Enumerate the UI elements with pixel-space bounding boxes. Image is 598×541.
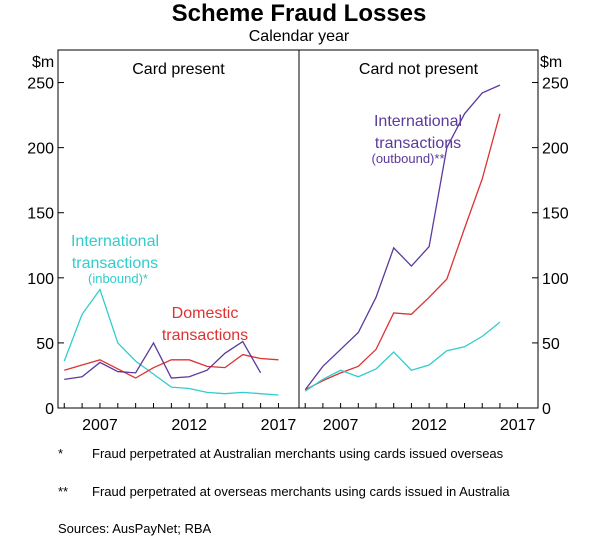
panel-title-1: Card not present [359,61,479,78]
x-tick-label: 2007 [82,417,118,434]
label-international-inbound-2: transactions [72,255,158,272]
series-line-p1-s0 [304,84,501,391]
label-international-outbound-1: International [374,113,462,130]
y-tick-label-right: 250 [542,76,569,93]
y-tick-label-right: 0 [542,401,551,418]
series-line-p0-s1 [64,353,279,379]
y-tick-label-left: 150 [27,206,54,223]
y-tick-label-left: 100 [27,271,54,288]
y-tick-label-right: 200 [542,141,569,158]
footnote-2-text: Fraud perpetrated at overseas merchants … [92,484,510,499]
series-line-p1-s1 [304,113,501,391]
series-line-p0-s2 [64,340,262,381]
y-tick-label-right: 100 [542,271,569,288]
x-tick-label: 2012 [171,417,207,434]
y-unit-left: $m [32,54,54,71]
y-tick-label-right: 50 [542,336,560,353]
footnote-1-mark: * [58,446,64,461]
footnote-2-mark: ** [58,484,69,499]
label-domestic-2: transactions [162,327,248,344]
y-unit-right: $m [540,54,562,71]
panel-title-0: Card present [132,61,225,78]
label-international-outbound-2: transactions [375,135,461,152]
label-international-inbound-1: International [71,233,159,250]
y-tick-label-left: 200 [27,141,54,158]
chart-subtitle: Calendar year [248,28,350,45]
label-international-outbound-3: (outbound)** [372,151,445,166]
chart-title: Scheme Fraud Losses [171,0,427,27]
x-tick-label: 2017 [261,417,297,434]
label-international-inbound-3: (inbound)* [88,271,148,286]
y-tick-label-left: 50 [36,336,54,353]
y-tick-label-left: 250 [27,76,54,93]
label-domestic-1: Domestic [172,305,239,322]
y-tick-label-left: 0 [45,401,54,418]
footnote-1-text: Fraud perpetrated at Australian merchant… [92,446,504,461]
x-tick-label: 2017 [500,417,536,434]
series-line-p1-s2 [304,321,501,392]
series-line-p0-s0 [63,288,279,396]
plot-frame [57,49,539,409]
y-tick-label-right: 150 [542,206,569,223]
x-tick-label: 2007 [323,417,359,434]
x-tick-label: 2012 [411,417,447,434]
sources-note: Sources: AusPayNet; RBA [58,521,212,536]
